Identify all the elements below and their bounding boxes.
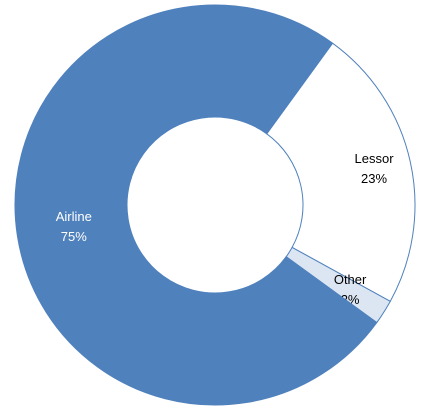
category-label: Other [334, 272, 367, 287]
donut-segment [14, 4, 378, 406]
category-label: Airline [56, 209, 92, 224]
value-label: 23% [361, 171, 387, 186]
category-label: Lessor [355, 151, 395, 166]
donut-segment [266, 42, 416, 303]
value-label: 75% [61, 229, 87, 244]
